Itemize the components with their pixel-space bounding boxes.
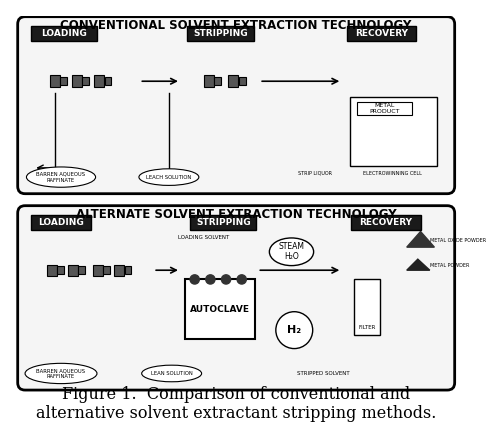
Polygon shape bbox=[407, 259, 430, 270]
Circle shape bbox=[237, 275, 246, 284]
Bar bbox=[351, 215, 420, 230]
Circle shape bbox=[221, 275, 231, 284]
Bar bbox=[30, 215, 91, 230]
FancyBboxPatch shape bbox=[18, 206, 455, 390]
Text: ALTERNATE SOLVENT EXTRACTION TECHNOLOGY: ALTERNATE SOLVENT EXTRACTION TECHNOLOGY bbox=[76, 209, 396, 221]
Ellipse shape bbox=[26, 167, 96, 187]
Bar bbox=[203, 75, 214, 87]
Text: H₂: H₂ bbox=[287, 325, 301, 335]
Bar bbox=[60, 77, 67, 86]
Bar bbox=[347, 26, 416, 41]
Text: STRIP LIQUOR: STRIP LIQUOR bbox=[297, 171, 332, 176]
Bar bbox=[357, 102, 412, 116]
Text: ELECTROWINNING CELL: ELECTROWINNING CELL bbox=[364, 171, 422, 176]
Text: STRIPPED SOLVENT: STRIPPED SOLVENT bbox=[297, 371, 350, 376]
Bar bbox=[72, 75, 82, 87]
Text: LOADING: LOADING bbox=[38, 218, 83, 227]
Ellipse shape bbox=[270, 238, 314, 265]
Text: LEAN SOLUTION: LEAN SOLUTION bbox=[151, 371, 193, 376]
Text: LOADING: LOADING bbox=[41, 29, 87, 38]
Bar bbox=[30, 26, 97, 41]
Bar bbox=[94, 75, 104, 87]
Bar bbox=[105, 77, 111, 86]
Bar bbox=[93, 265, 102, 276]
Circle shape bbox=[190, 275, 199, 284]
Text: LEACH SOLUTION: LEACH SOLUTION bbox=[146, 175, 192, 179]
Bar bbox=[186, 280, 255, 340]
Text: Figure 1.  Comparison of conventional and
alternative solvent extractant strippi: Figure 1. Comparison of conventional and… bbox=[36, 385, 437, 422]
Bar bbox=[228, 75, 239, 87]
Text: BARREN AQUEOUS
RAFFINATE: BARREN AQUEOUS RAFFINATE bbox=[36, 172, 86, 183]
Bar bbox=[82, 77, 89, 86]
Text: FILTER: FILTER bbox=[358, 325, 376, 330]
Bar bbox=[190, 215, 256, 230]
Circle shape bbox=[206, 275, 215, 284]
Bar bbox=[214, 77, 221, 86]
Text: METAL OXIDE POWDER: METAL OXIDE POWDER bbox=[430, 238, 486, 243]
Text: RECOVERY: RECOVERY bbox=[355, 29, 408, 38]
Bar bbox=[187, 26, 254, 41]
Bar bbox=[239, 77, 246, 86]
Text: RECOVERY: RECOVERY bbox=[360, 218, 413, 227]
Bar bbox=[68, 265, 78, 276]
Text: LOADING SOLVENT: LOADING SOLVENT bbox=[178, 235, 229, 240]
Ellipse shape bbox=[25, 363, 97, 384]
Circle shape bbox=[276, 312, 313, 348]
Bar bbox=[349, 97, 437, 166]
Text: STEAM
H₂O: STEAM H₂O bbox=[278, 242, 304, 262]
Ellipse shape bbox=[139, 169, 199, 185]
Bar bbox=[49, 75, 60, 87]
Text: METAL POWDER: METAL POWDER bbox=[430, 263, 469, 268]
Text: STRIPPING: STRIPPING bbox=[193, 29, 248, 38]
Bar bbox=[78, 266, 85, 274]
Bar bbox=[103, 266, 110, 274]
Bar bbox=[47, 265, 56, 276]
Bar bbox=[354, 280, 380, 335]
Bar bbox=[114, 265, 124, 276]
Text: AUTOCLAVE: AUTOCLAVE bbox=[190, 305, 250, 314]
Polygon shape bbox=[407, 232, 435, 247]
Bar bbox=[57, 266, 64, 274]
Text: CONVENTIONAL SOLVENT EXTRACTION TECHNOLOGY: CONVENTIONAL SOLVENT EXTRACTION TECHNOLO… bbox=[60, 19, 412, 32]
Text: BARREN AQUEOUS
RAFFINATE: BARREN AQUEOUS RAFFINATE bbox=[36, 368, 86, 379]
FancyBboxPatch shape bbox=[18, 17, 455, 194]
Bar bbox=[124, 266, 131, 274]
Text: METAL
PRODUCT: METAL PRODUCT bbox=[369, 104, 400, 114]
Ellipse shape bbox=[142, 365, 201, 382]
Text: STRIPPING: STRIPPING bbox=[196, 218, 250, 227]
